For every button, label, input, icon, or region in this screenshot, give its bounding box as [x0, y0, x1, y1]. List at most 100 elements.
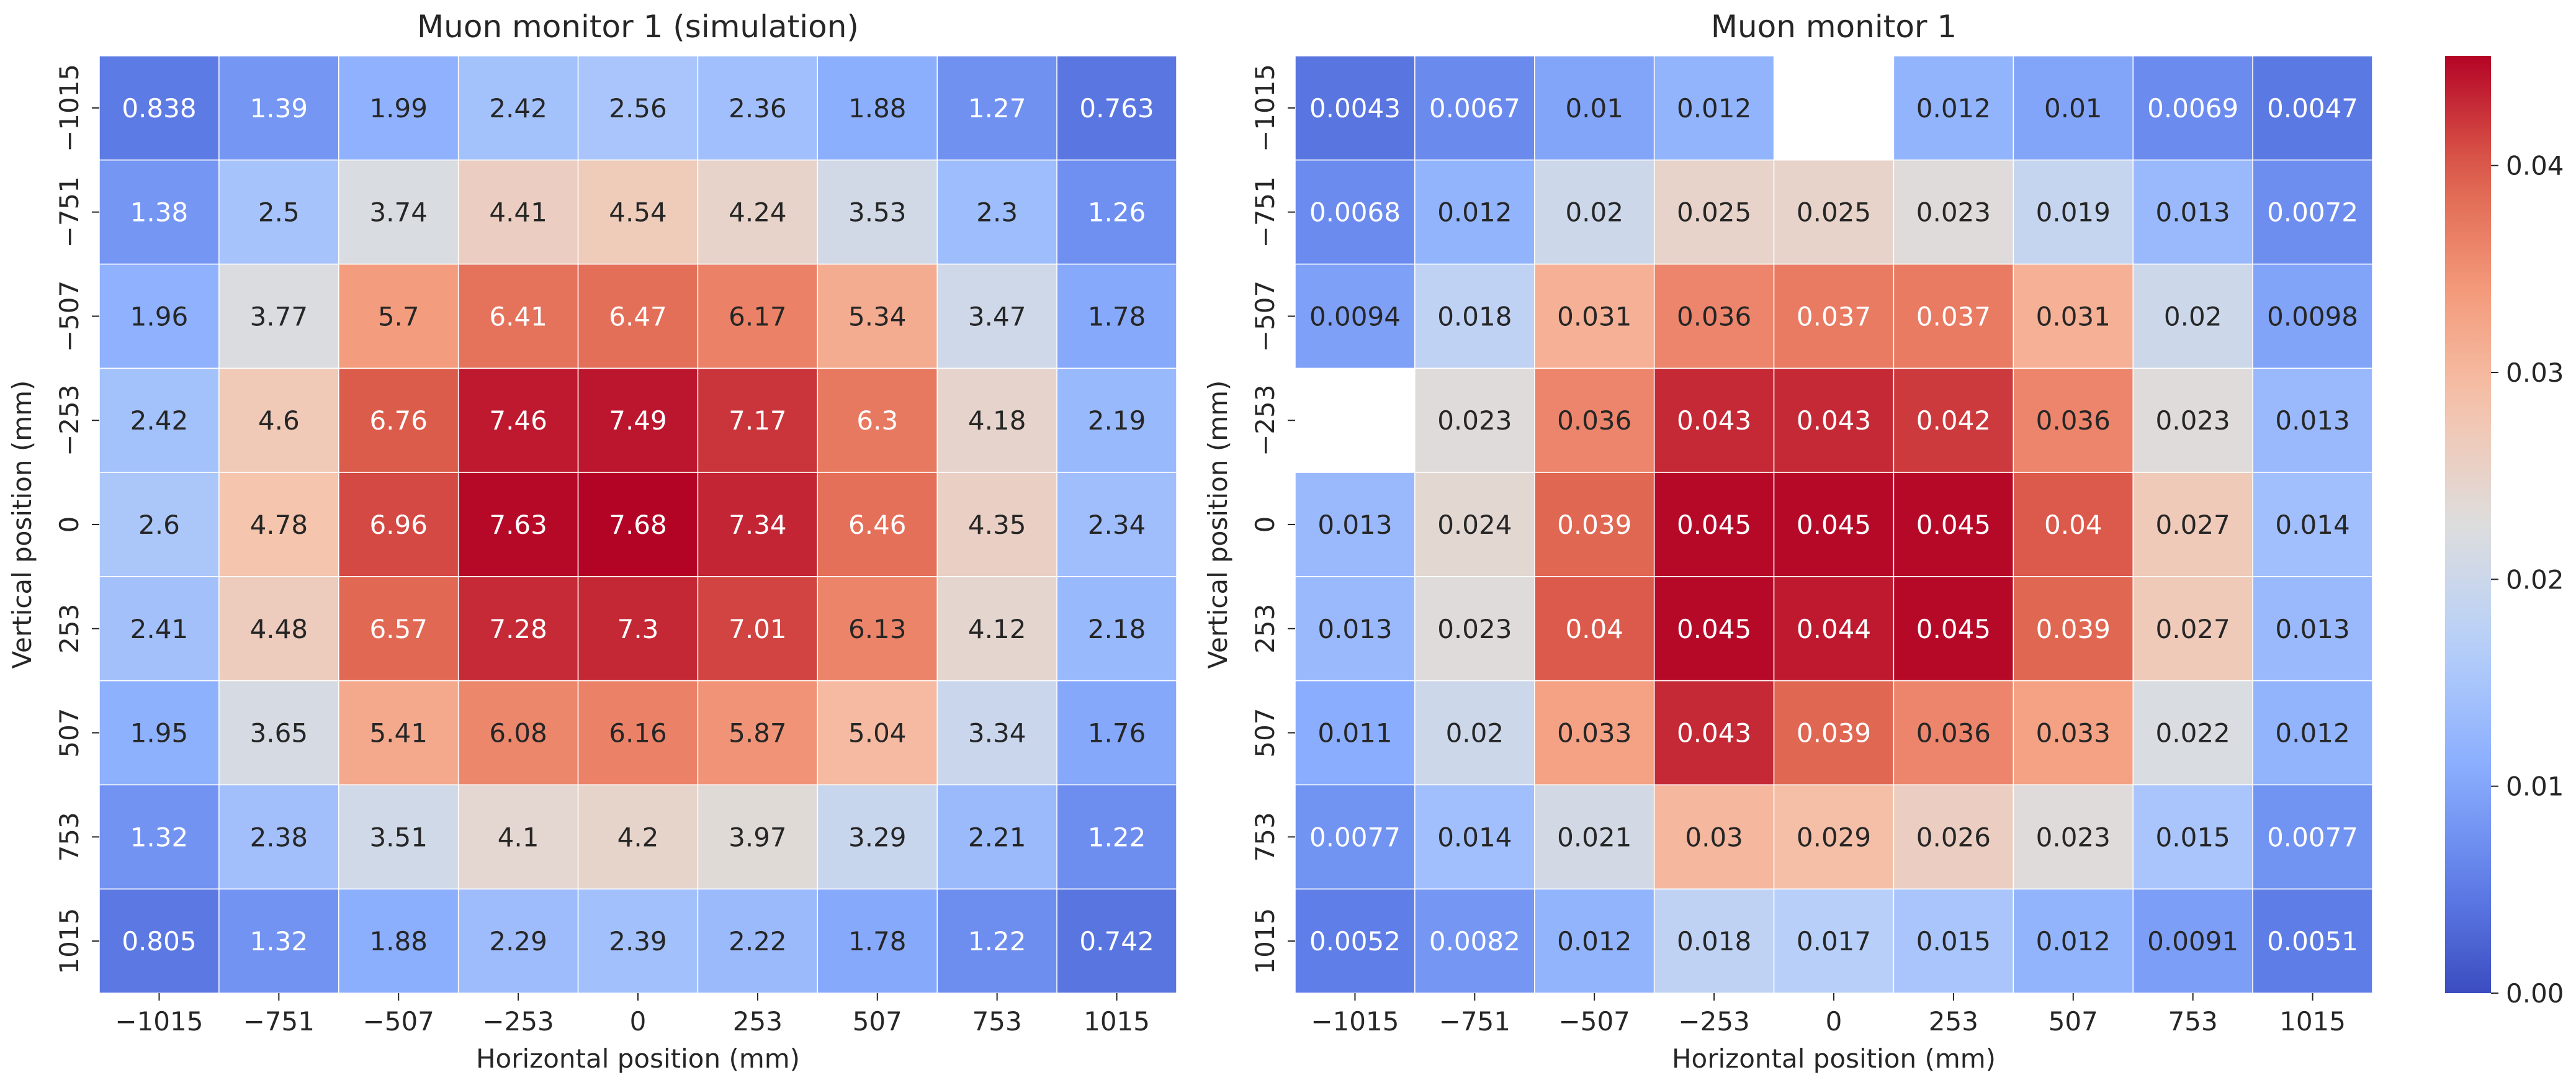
heatmap-cell	[936, 576, 1057, 682]
cell-value-label: 6.3	[856, 405, 898, 436]
heatmap-cell	[99, 472, 220, 577]
cell-value-label: 0.023	[1437, 614, 1512, 644]
cell-value-label: 0.0094	[1309, 301, 1401, 331]
heatmap-cell	[1773, 576, 1895, 682]
heatmap-cell	[2252, 367, 2373, 473]
cell-value-label: 6.76	[369, 405, 428, 436]
cell-value-label: 0.013	[2156, 197, 2230, 228]
cell-value-label: 0.045	[1916, 510, 1991, 540]
heatmap-cell	[338, 263, 459, 369]
heatmap-cell	[338, 576, 459, 682]
cell-value-label: 0.0077	[2267, 822, 2358, 852]
cell-value-label: 0.027	[2156, 614, 2230, 644]
cell-value-label: 0.029	[1797, 822, 1871, 852]
cell-value-label: 0.036	[1677, 301, 1751, 331]
cell-value-label: 4.41	[489, 197, 547, 228]
heatmap-cell	[1653, 263, 1775, 369]
x-tick-label: −507	[1559, 1006, 1630, 1037]
heatmap-cell	[577, 576, 699, 682]
heatmap-cell	[1056, 160, 1177, 265]
cell-value-label: 0.04	[2044, 510, 2103, 540]
heatmap-cell	[2252, 263, 2373, 369]
cell-value-label: 0.018	[1677, 926, 1751, 957]
cell-value-label: 0.03	[1685, 822, 1743, 852]
heatmap-cell	[218, 55, 339, 161]
cell-value-label: 1.88	[369, 926, 428, 957]
heatmap-cell	[936, 367, 1057, 473]
cell-value-label: 2.18	[1088, 614, 1146, 644]
cell-value-label: 0.013	[2275, 614, 2349, 644]
cell-value-label: 0.014	[2275, 510, 2349, 540]
heatmap-cell	[1414, 367, 1535, 473]
cell-value-label: 0.039	[1557, 510, 1631, 540]
cell-value-label: 3.47	[968, 301, 1026, 331]
cell-value-label: 2.56	[609, 93, 667, 124]
heatmap-cell	[1414, 784, 1535, 889]
cell-value-label: 6.17	[729, 301, 787, 331]
cell-value-label: 7.34	[729, 510, 787, 540]
cell-value-label: 3.97	[729, 822, 787, 852]
x-tick-label: 0	[1826, 1006, 1842, 1037]
heatmap-cell	[1653, 888, 1775, 994]
cell-value-label: 3.65	[250, 718, 308, 749]
cell-value-label: 0.02	[1446, 718, 1504, 749]
heatmap-cell	[936, 160, 1057, 265]
cell-value-label: 2.5	[258, 197, 300, 228]
cell-value-label: 0.015	[2156, 822, 2230, 852]
cell-value-label: 0.037	[1916, 301, 1991, 331]
x-tick-label: −751	[243, 1006, 315, 1037]
cell-value-label: 0.0047	[2267, 93, 2358, 124]
heatmap-cell	[2013, 472, 2134, 577]
heatmap-cell	[1056, 784, 1177, 889]
heatmap-cell	[1653, 576, 1775, 682]
cell-value-label: 0.043	[1797, 405, 1871, 436]
cell-value-label: 0.024	[1437, 510, 1512, 540]
cell-value-label: 0.021	[1557, 822, 1631, 852]
heatmap-cell	[936, 680, 1057, 786]
heatmap-cell	[99, 160, 220, 265]
heatmap-cell	[1056, 576, 1177, 682]
cell-value-label: 7.68	[609, 510, 667, 540]
cell-value-label: 0.045	[1677, 614, 1751, 644]
cell-value-label: 0.045	[1677, 510, 1751, 540]
cell-value-label: 0.025	[1797, 197, 1871, 228]
cell-value-label: 4.18	[968, 405, 1026, 436]
cell-value-label: 2.41	[130, 614, 189, 644]
heatmap-cell	[2252, 680, 2373, 786]
heatmap-cell	[1773, 263, 1895, 369]
heatmap-cell	[1773, 680, 1895, 786]
heatmap-cell	[577, 680, 699, 786]
heatmap-panel-measured: 0.0043 0.0067 0.01 0.012 0.012 0.01 0.0069 0.00…	[1203, 9, 2373, 1074]
cell-value-label: 5.7	[378, 301, 420, 331]
cell-value-label: 0.012	[2275, 718, 2349, 749]
cell-value-label: 0.039	[1797, 718, 1871, 749]
heatmap-cell	[817, 888, 938, 994]
heatmap-cell	[577, 263, 699, 369]
x-tick-label: 0	[630, 1006, 647, 1037]
heatmap-cell	[2252, 576, 2373, 682]
heatmap-cell	[2132, 263, 2253, 369]
heatmap-cell	[817, 263, 938, 369]
cell-value-label: 0.013	[2275, 405, 2349, 436]
x-tick-label: −253	[1678, 1006, 1749, 1037]
heatmap-cell	[697, 160, 819, 265]
heatmap-cell	[1534, 160, 1655, 265]
cell-value-label: 2.38	[250, 822, 308, 852]
y-tick-label: 0	[54, 516, 84, 533]
cell-value-label: 1.22	[1088, 822, 1146, 852]
heatmap-cell	[1773, 784, 1895, 889]
y-tick-label: 1015	[54, 908, 84, 975]
heatmap-cell	[2013, 55, 2134, 161]
x-tick-label: −253	[482, 1006, 554, 1037]
cell-value-label: 7.01	[729, 614, 787, 644]
y-tick-label: −751	[54, 176, 84, 248]
cell-value-label: 0.742	[1079, 926, 1154, 957]
y-tick-label: −1015	[1250, 64, 1280, 152]
cell-value-label: 2.42	[489, 93, 547, 124]
cell-value-label: 5.34	[848, 301, 907, 331]
heatmap-cell	[1056, 367, 1177, 473]
cell-value-label: 2.22	[729, 926, 787, 957]
cell-value-label: 2.6	[138, 510, 180, 540]
cell-value-label: 0.033	[2036, 718, 2111, 749]
heatmap-cell	[697, 784, 819, 889]
